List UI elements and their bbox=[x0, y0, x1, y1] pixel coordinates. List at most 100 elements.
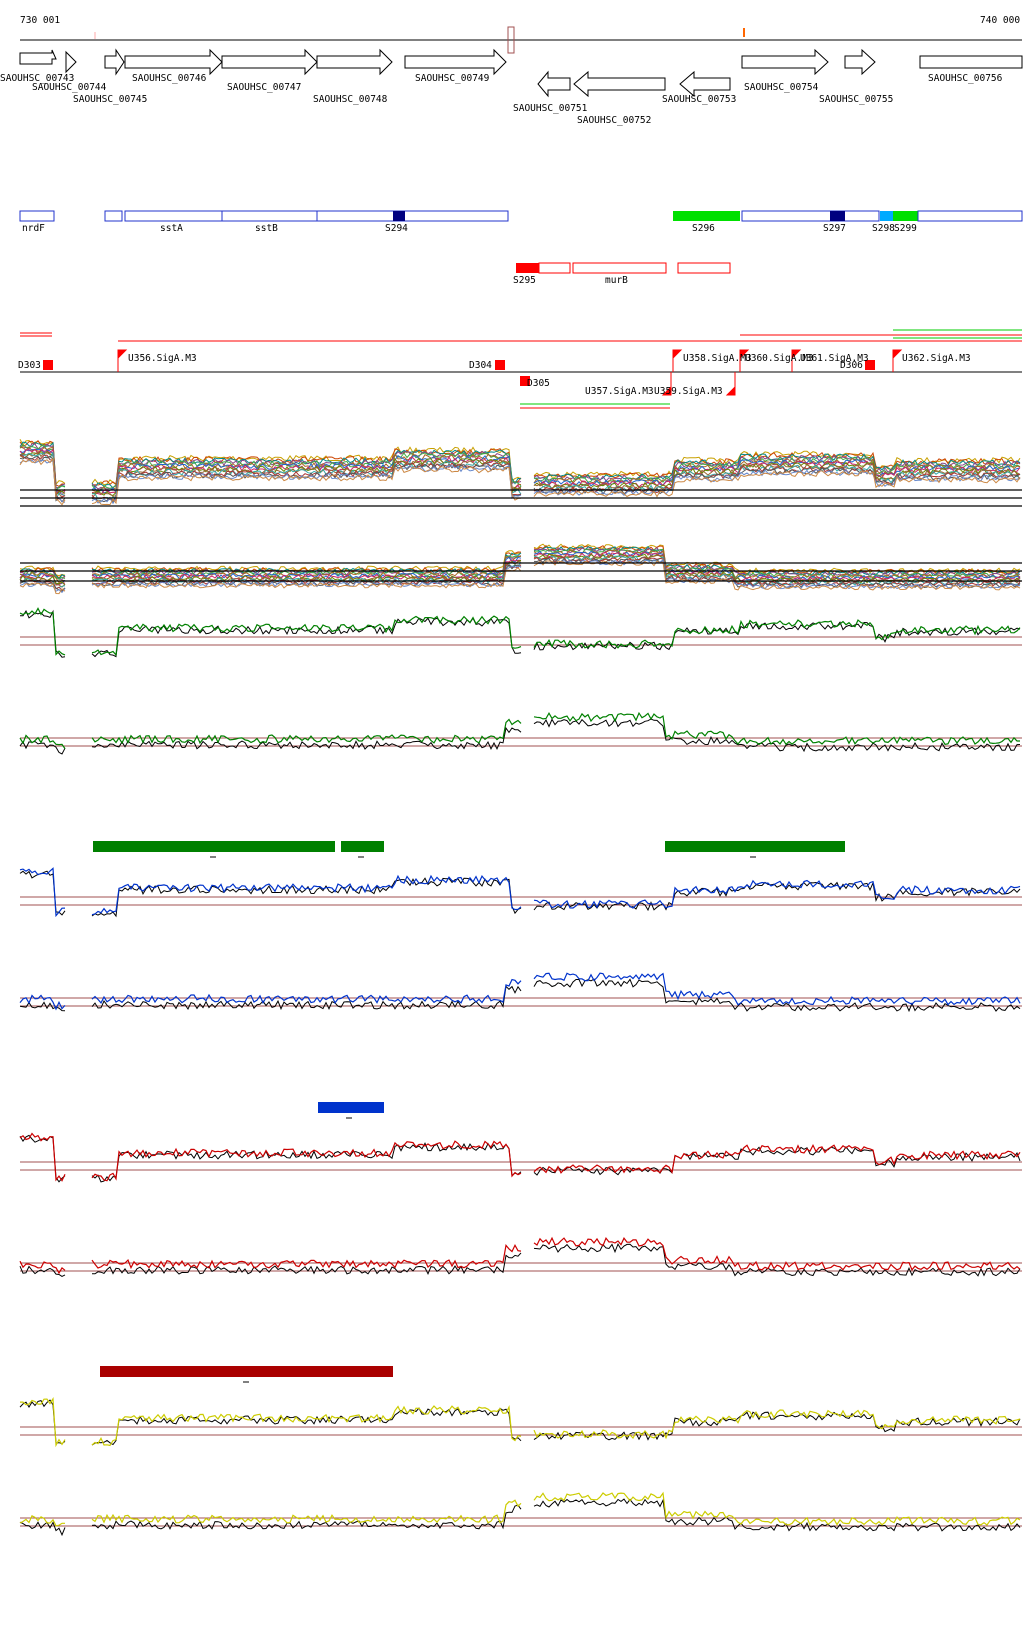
expression-trace bbox=[19, 734, 66, 749]
expression-trace bbox=[19, 609, 66, 658]
expression-trace bbox=[91, 556, 522, 580]
expression-trace bbox=[19, 582, 66, 595]
expression-trace bbox=[19, 867, 66, 918]
annotation-label: sstB bbox=[255, 223, 278, 234]
expression-trace bbox=[19, 439, 66, 487]
coordinate-ruler: 730 001 740 000 bbox=[20, 15, 1022, 54]
expression-trace bbox=[19, 870, 66, 916]
expression-trace bbox=[533, 544, 1021, 576]
expression-trace bbox=[19, 455, 66, 503]
gene-arrow[interactable] bbox=[221, 48, 318, 76]
expression-trace bbox=[533, 978, 1021, 1013]
expression-trace bbox=[533, 718, 1021, 753]
expression-trace bbox=[20, 1397, 66, 1448]
expression-trace bbox=[91, 985, 522, 1011]
gene-arrow[interactable] bbox=[104, 48, 125, 76]
promoter-label: U361.SigA.M3 bbox=[800, 353, 869, 364]
expression-trace bbox=[91, 550, 522, 572]
expression-trace bbox=[19, 573, 66, 585]
gene-label: SAOUHSC_00746 bbox=[132, 73, 207, 84]
expression-trace bbox=[19, 1001, 66, 1012]
expression-trace bbox=[19, 577, 66, 588]
annotation-label: sstA bbox=[160, 223, 183, 234]
gene-arrow[interactable] bbox=[124, 48, 223, 76]
expression-trace bbox=[19, 580, 66, 592]
expression-trace bbox=[19, 1132, 66, 1182]
gene-label: SAOUHSC_00755 bbox=[819, 94, 893, 105]
gene-label: SAOUHSC_00753 bbox=[662, 94, 736, 105]
expression-trace bbox=[91, 1404, 522, 1447]
expression-trace bbox=[19, 454, 66, 500]
gene-arrow-reverse[interactable] bbox=[537, 70, 571, 98]
expression-trace bbox=[19, 448, 66, 496]
gene-arrow[interactable] bbox=[316, 48, 393, 76]
gene-label: SAOUHSC_00751 bbox=[513, 103, 588, 114]
expression-trace bbox=[91, 726, 522, 750]
promoter-label: D306 bbox=[840, 360, 863, 371]
expression-trace bbox=[19, 451, 66, 501]
expression-trace bbox=[19, 1265, 66, 1277]
expression-trace bbox=[19, 451, 66, 499]
expression-trace bbox=[19, 1514, 65, 1527]
expression-trace bbox=[91, 1243, 522, 1270]
promoter-label: U357.SigA.M3 bbox=[585, 386, 654, 397]
promoter-label: D305 bbox=[527, 378, 550, 389]
condition-bar bbox=[318, 1102, 384, 1113]
expression-trace bbox=[533, 451, 1021, 479]
gene-labels: SAOUHSC_00743 SAOUHSC_00744 SAOUHSC_0074… bbox=[0, 73, 1003, 126]
expression-trace bbox=[533, 1411, 1021, 1441]
promoter-label: U359.SigA.M3 bbox=[654, 386, 723, 397]
gene-arrow-reverse[interactable] bbox=[573, 70, 666, 98]
expression-trace bbox=[533, 1409, 1021, 1440]
expression-trace bbox=[91, 1140, 522, 1182]
expression-trace bbox=[92, 552, 522, 575]
expression-trace bbox=[533, 549, 1021, 580]
expression-trace bbox=[19, 740, 66, 755]
expression-trace bbox=[91, 567, 522, 589]
promoter-label: D304 bbox=[469, 360, 492, 371]
gene-label: SAOUHSC_00756 bbox=[928, 73, 1003, 84]
expression-trace bbox=[19, 1134, 66, 1183]
coord-end: 740 000 bbox=[980, 15, 1020, 26]
expression-trace bbox=[91, 459, 522, 498]
gene-arrow[interactable] bbox=[404, 48, 507, 76]
expression-trace bbox=[91, 874, 522, 916]
gene-label: SAOUHSC_00754 bbox=[744, 82, 819, 93]
expression-trace bbox=[533, 879, 1021, 909]
gene-arrow[interactable] bbox=[19, 49, 57, 65]
annotation-label: S294 bbox=[385, 223, 408, 234]
promoter-label: U362.SigA.M3 bbox=[902, 353, 971, 364]
gene-label: SAOUHSC_00747 bbox=[227, 82, 301, 93]
gene-track bbox=[19, 48, 1023, 98]
gene-arrow[interactable] bbox=[65, 50, 77, 74]
expression-trace bbox=[533, 450, 1021, 478]
expression-trace bbox=[19, 1521, 66, 1537]
expression-trace bbox=[19, 444, 66, 492]
expression-trace bbox=[533, 464, 1021, 492]
condition-bar bbox=[100, 1366, 393, 1377]
gene-label: SAOUHSC_00748 bbox=[313, 94, 388, 105]
expression-trace bbox=[91, 615, 522, 657]
expression-trace bbox=[91, 1142, 522, 1183]
expression-trace bbox=[533, 465, 1021, 494]
gene-arrow[interactable] bbox=[741, 48, 829, 76]
gene-label: SAOUHSC_00743 bbox=[0, 73, 74, 84]
gene-arrow-reverse[interactable] bbox=[679, 70, 731, 98]
expression-trace bbox=[91, 1504, 522, 1530]
expression-trace bbox=[19, 438, 66, 486]
annotation-label: S296 bbox=[692, 223, 715, 234]
expression-trace bbox=[533, 559, 1021, 590]
gene-arrow[interactable] bbox=[844, 48, 876, 76]
gene-arrow[interactable] bbox=[919, 55, 1023, 69]
expression-trace bbox=[533, 1236, 1021, 1271]
promoter-label: D303 bbox=[18, 360, 41, 371]
annotation-label: S297 bbox=[823, 223, 846, 234]
gene-label: SAOUHSC_00752 bbox=[577, 115, 651, 126]
promoter-track: D303 U356.SigA.M3 D304 D305 U357.SigA.M3… bbox=[18, 329, 1022, 409]
expression-trace bbox=[91, 551, 522, 573]
expression-trace bbox=[533, 467, 1021, 495]
expression-trace bbox=[91, 718, 522, 745]
annotation-forward-track: nrdF sstA sstB S294 S296 S297 S298 S299 bbox=[19, 210, 1023, 234]
expression-trace bbox=[533, 1498, 1021, 1532]
